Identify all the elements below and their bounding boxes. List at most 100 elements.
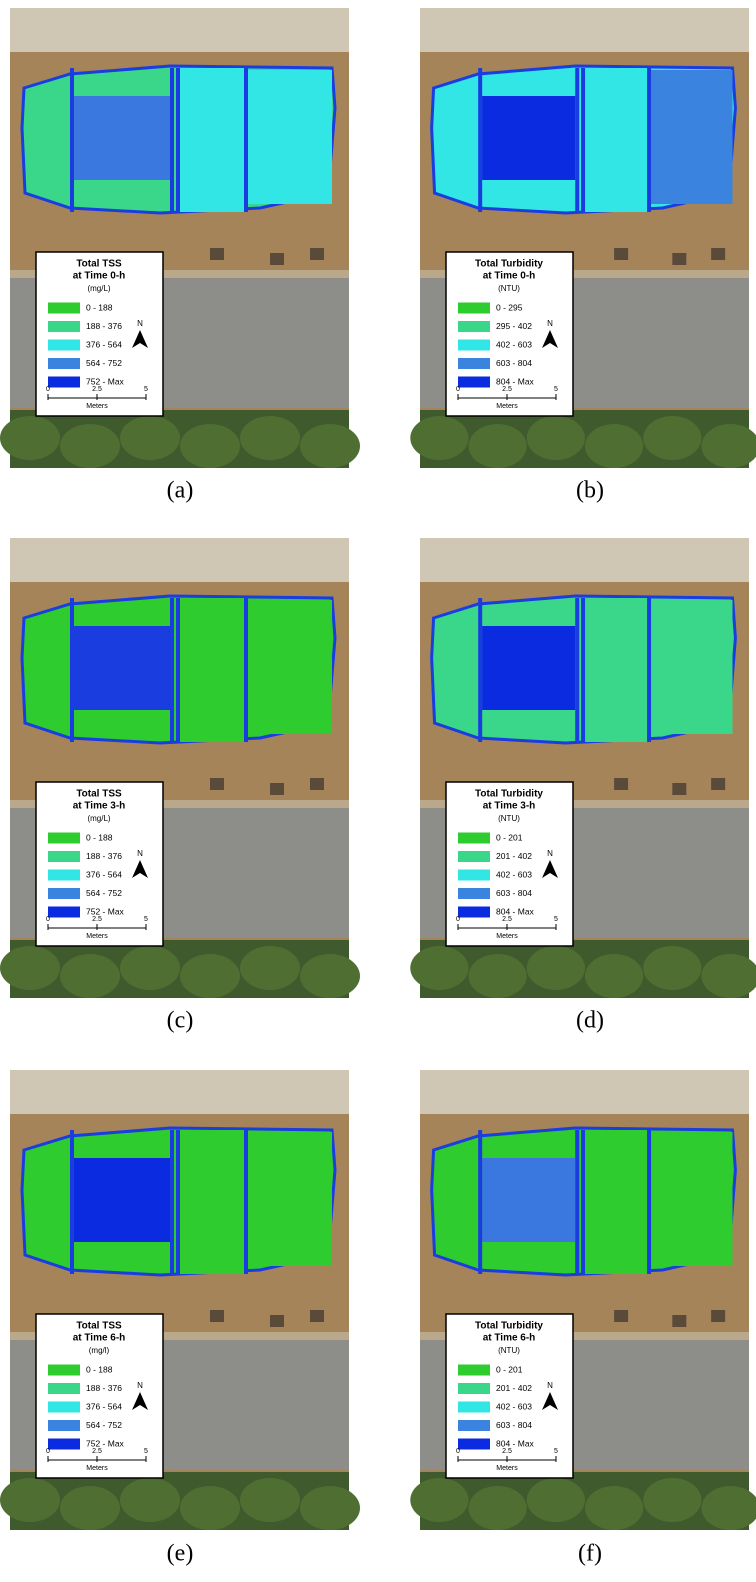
legend-swatch (458, 870, 490, 881)
legend-label: 752 - Max (86, 1438, 125, 1448)
scale-label: 5 (554, 386, 558, 393)
rock-strip (420, 1070, 749, 1114)
tree (120, 1478, 180, 1522)
scale-label: 2.5 (92, 1448, 102, 1455)
scale-label: 0 (46, 1448, 50, 1455)
panel-caption: (d) (576, 1008, 604, 1034)
legend-label: 0 - 188 (86, 832, 113, 842)
rock-strip (420, 8, 749, 52)
legend-label: 188 - 376 (86, 1383, 122, 1393)
legend-label: 603 - 804 (496, 358, 532, 368)
tree (469, 424, 527, 468)
legend-swatch (48, 888, 80, 899)
legend-title: Total TSS (76, 259, 122, 270)
legend-unit: (mg/L) (87, 284, 110, 293)
map-panel: Total TSSat Time 3-h(mg/L)0 - 188188 - 3… (0, 538, 360, 998)
legend-title: Total Turbidity (475, 789, 543, 800)
post (614, 1310, 628, 1322)
scale-label: 0 (46, 916, 50, 923)
scale-label: 0 (46, 386, 50, 393)
tree (60, 1486, 120, 1530)
tree (469, 1486, 527, 1530)
legend-label: 804 - Max (496, 376, 535, 386)
post (711, 248, 725, 260)
legend-swatch (48, 907, 80, 918)
north-label: N (137, 1381, 143, 1390)
legend-label: 0 - 201 (496, 1364, 523, 1374)
tree (410, 416, 468, 460)
post (310, 1310, 324, 1322)
legend-label: 804 - Max (496, 1438, 535, 1448)
legend-swatch (48, 1420, 80, 1431)
scale-unit: Meters (496, 403, 518, 410)
tree (643, 946, 701, 990)
legend-swatch (48, 851, 80, 862)
panel-caption: (b) (576, 478, 604, 504)
post (270, 783, 284, 795)
post (672, 1315, 686, 1327)
pond-middle (178, 598, 246, 742)
scale-label: 0 (456, 916, 460, 923)
tree (0, 416, 60, 460)
post (310, 248, 324, 260)
tree (643, 416, 701, 460)
north-label: N (137, 319, 143, 328)
legend-swatch (458, 321, 490, 332)
legend-title: Total TSS (76, 789, 122, 800)
legend-swatch (48, 1402, 80, 1413)
figure: Total TSSat Time 0-h(mg/L)0 - 188188 - 3… (0, 0, 756, 1582)
panel-caption: (a) (167, 478, 194, 504)
scale-label: 2.5 (92, 916, 102, 923)
scale-label: 5 (144, 916, 148, 923)
legend-swatch (458, 303, 490, 314)
legend-unit: (NTU) (498, 1346, 520, 1355)
scale-unit: Meters (86, 1465, 108, 1472)
tree (410, 946, 468, 990)
scale-label: 5 (144, 386, 148, 393)
post (672, 253, 686, 265)
north-label: N (547, 1381, 553, 1390)
legend-swatch (458, 851, 490, 862)
legend-swatch (48, 870, 80, 881)
legend-title: at Time 0-h (483, 271, 536, 282)
legend-label: 402 - 603 (496, 1401, 532, 1411)
legend-label: 564 - 752 (86, 888, 122, 898)
scale-unit: Meters (496, 1465, 518, 1472)
map-panel: Total TSSat Time 0-h(mg/L)0 - 188188 - 3… (0, 8, 360, 468)
legend-label: 804 - Max (496, 906, 535, 916)
scale-label: 5 (554, 916, 558, 923)
pond-middle (583, 68, 649, 212)
legend-label: 0 - 188 (86, 1364, 113, 1374)
scale-unit: Meters (496, 933, 518, 940)
legend-title: at Time 3-h (483, 801, 536, 812)
legend-label: 201 - 402 (496, 1383, 532, 1393)
post (711, 778, 725, 790)
legend-swatch (458, 1420, 490, 1431)
legend-swatch (458, 1402, 490, 1413)
pond-inner (482, 626, 575, 710)
legend-swatch (48, 1365, 80, 1376)
legend-swatch (458, 1365, 490, 1376)
legend-label: 376 - 564 (86, 869, 122, 879)
pond-inner (482, 1158, 575, 1242)
legend-label: 402 - 603 (496, 869, 532, 879)
legend-title: at Time 6-h (73, 1333, 126, 1344)
pond-right (248, 1132, 332, 1266)
legend-title: at Time 6-h (483, 1333, 536, 1344)
scale-label: 5 (144, 1448, 148, 1455)
map-panel: Total Turbidityat Time 6-h (NTU) 0 - 201 20… (410, 1070, 756, 1530)
legend-label: 564 - 752 (86, 1420, 122, 1430)
pond-inner (482, 96, 575, 180)
legend-label: 0 - 188 (86, 302, 113, 312)
legend-label: 376 - 564 (86, 1401, 122, 1411)
tree (527, 1478, 585, 1522)
tree (60, 424, 120, 468)
legend-title: at Time 0-h (73, 271, 126, 282)
legend-label: 295 - 402 (496, 321, 532, 331)
legend-title: Total Turbidity (475, 1321, 543, 1332)
panel-caption: (f) (578, 1541, 602, 1567)
tree (585, 424, 643, 468)
tree (120, 946, 180, 990)
legend-unit: (NTU) (498, 814, 520, 823)
